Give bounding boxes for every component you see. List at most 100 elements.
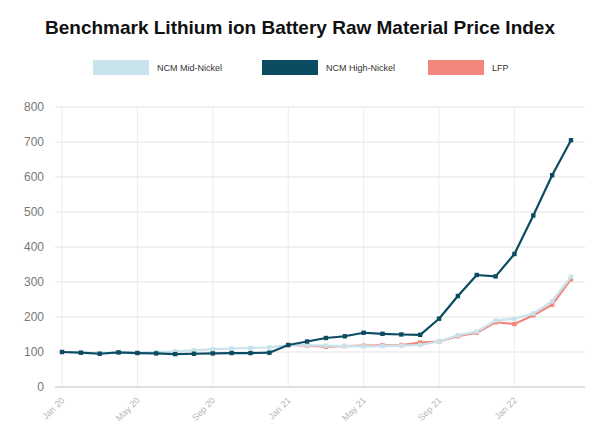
series-marker bbox=[305, 343, 309, 347]
legend-label: LFP bbox=[492, 63, 509, 73]
series-marker bbox=[380, 343, 384, 347]
y-grid-line bbox=[55, 247, 585, 248]
series-marker bbox=[286, 343, 290, 347]
series-marker bbox=[418, 343, 422, 347]
series-marker bbox=[399, 332, 403, 336]
x-tick-label: Sep 20 bbox=[190, 395, 217, 422]
y-tick-label: 600 bbox=[24, 170, 44, 184]
series-marker bbox=[229, 351, 233, 355]
x-tick-label: May 21 bbox=[340, 395, 368, 423]
series-marker bbox=[60, 350, 64, 354]
x-grid-line bbox=[137, 107, 138, 387]
grid bbox=[55, 107, 585, 387]
series-marker bbox=[286, 343, 290, 347]
y-grid-line bbox=[55, 212, 585, 213]
series-marker bbox=[343, 344, 347, 348]
legend-entry: NCM Mid-Nickel bbox=[93, 60, 222, 75]
y-grid-line bbox=[55, 142, 585, 143]
series-marker bbox=[437, 339, 441, 343]
series-marker bbox=[343, 334, 347, 338]
series bbox=[60, 138, 573, 356]
series-marker bbox=[361, 331, 365, 335]
series-marker bbox=[267, 345, 271, 349]
series-marker bbox=[493, 318, 497, 322]
series-marker bbox=[173, 352, 177, 356]
x-grid-line bbox=[212, 107, 213, 387]
series-marker bbox=[493, 274, 497, 278]
x-axis-line bbox=[55, 387, 585, 388]
series-marker bbox=[418, 333, 422, 337]
series-marker bbox=[475, 273, 479, 277]
series-marker bbox=[343, 344, 347, 348]
x-grid-line bbox=[62, 107, 63, 387]
plot-area bbox=[60, 138, 573, 356]
series-marker bbox=[437, 339, 441, 343]
series-marker bbox=[437, 317, 441, 321]
series bbox=[60, 275, 573, 356]
series-marker bbox=[550, 173, 554, 177]
legend-swatch bbox=[262, 60, 318, 75]
series-marker bbox=[116, 350, 120, 354]
y-tick-label: 100 bbox=[24, 345, 44, 359]
y-tick-label: 500 bbox=[24, 205, 44, 219]
y-tick-label: 800 bbox=[24, 100, 44, 114]
series-marker bbox=[116, 351, 120, 355]
series-marker bbox=[248, 346, 252, 350]
series-marker bbox=[98, 352, 102, 356]
legend-entry: NCM High-Nickel bbox=[262, 60, 395, 75]
y-tick-label: 0 bbox=[37, 380, 44, 394]
series-marker bbox=[79, 351, 83, 355]
series-marker bbox=[475, 330, 479, 334]
series-marker bbox=[456, 333, 460, 337]
series-marker bbox=[267, 351, 271, 355]
series-marker bbox=[380, 344, 384, 348]
y-tick-label: 700 bbox=[24, 135, 44, 149]
series-line bbox=[62, 140, 571, 354]
series-marker bbox=[154, 351, 158, 355]
y-grid-line bbox=[55, 282, 585, 283]
legend-label: NCM High-Nickel bbox=[326, 63, 395, 73]
series-marker bbox=[324, 344, 328, 348]
x-tick-label: Jan 22 bbox=[493, 395, 519, 421]
y-tick-label: 300 bbox=[24, 275, 44, 289]
series-marker bbox=[229, 346, 233, 350]
series-marker bbox=[211, 347, 215, 351]
x-tick-label: Jan 21 bbox=[266, 395, 292, 421]
series-marker bbox=[135, 351, 139, 355]
legend-entry: LFP bbox=[428, 60, 509, 75]
x-tick-label: Jan 20 bbox=[40, 395, 66, 421]
legend-swatch bbox=[428, 60, 484, 75]
series-marker bbox=[550, 299, 554, 303]
series-marker bbox=[399, 343, 403, 347]
series-marker bbox=[512, 317, 516, 321]
series-marker bbox=[569, 275, 573, 279]
x-tick-label: May 20 bbox=[114, 395, 142, 423]
y-tick-label: 200 bbox=[24, 310, 44, 324]
series-marker bbox=[305, 344, 309, 348]
y-grid-line bbox=[55, 317, 585, 318]
x-tick-label: Sep 21 bbox=[416, 395, 443, 422]
series-marker bbox=[531, 213, 535, 217]
y-grid-line bbox=[55, 387, 585, 388]
series-marker bbox=[361, 344, 365, 348]
series-marker bbox=[512, 322, 516, 326]
legend-label: NCM Mid-Nickel bbox=[157, 63, 222, 73]
series-marker bbox=[286, 343, 290, 347]
title: Benchmark Lithium ion Battery Raw Materi… bbox=[45, 17, 555, 38]
series-marker bbox=[531, 311, 535, 315]
page: {"chart_data": { "type": "line", "title"… bbox=[0, 0, 600, 440]
series-marker bbox=[512, 252, 516, 256]
series-marker bbox=[305, 339, 309, 343]
series-marker bbox=[248, 351, 252, 355]
x-grid-line bbox=[439, 107, 440, 387]
series-marker bbox=[380, 332, 384, 336]
series-marker bbox=[60, 350, 64, 354]
y-grid-line bbox=[55, 107, 585, 108]
legend-swatch bbox=[93, 60, 149, 75]
series-marker bbox=[361, 344, 365, 348]
series-marker bbox=[324, 336, 328, 340]
series-line bbox=[62, 277, 571, 353]
chart: Benchmark Lithium ion Battery Raw Materi… bbox=[0, 0, 600, 440]
y-grid-line bbox=[55, 177, 585, 178]
series-marker bbox=[135, 351, 139, 355]
